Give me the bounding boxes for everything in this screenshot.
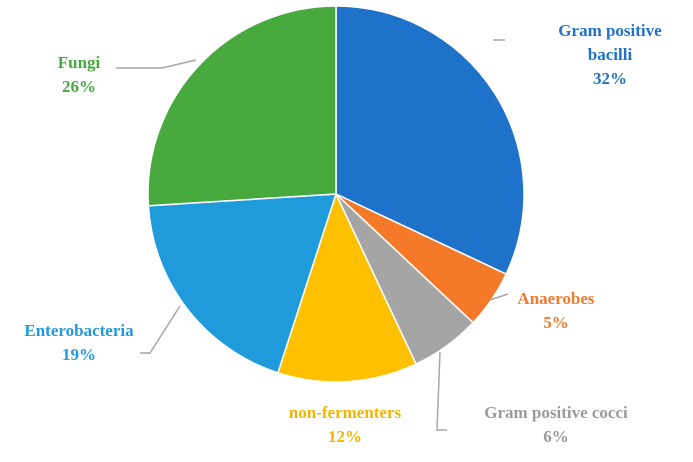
leader-line — [436, 351, 447, 431]
leader-line — [140, 305, 181, 354]
leader-line — [116, 59, 197, 69]
pie-slices — [147, 5, 525, 383]
slice-value-label: 6% — [543, 427, 569, 446]
leader-lines — [116, 39, 509, 431]
slice-label: Anaerobes 5% — [517, 289, 595, 332]
slice-value-label: 26% — [62, 77, 96, 96]
leader-line — [489, 293, 509, 301]
slice-name-label: non-fermenters — [289, 403, 402, 422]
slice-label: Gram positive cocci 6% — [484, 403, 628, 446]
pie-slice-non-fermenters — [276, 191, 418, 383]
slice-value-label: 12% — [328, 427, 362, 446]
pie-slice-fungi — [147, 5, 337, 207]
slice-labels: Gram positive bacilli 32% Anaerobes 5% Gram p… — [24, 21, 662, 446]
slice-name-label: Gram positive — [558, 21, 662, 40]
slice-label: Enterobacteria 19% — [24, 321, 134, 364]
slice-label: Fungi 26% — [58, 53, 101, 96]
slice-name-label: Fungi — [58, 53, 101, 72]
slice-name-label: Anaerobes — [517, 289, 595, 308]
slice-label: Gram positive bacilli 32% — [558, 21, 662, 88]
slice-value-label: 19% — [62, 345, 96, 364]
pie-slice-gram-positive-bacilli — [335, 5, 525, 276]
slice-name-label: Enterobacteria — [24, 321, 134, 340]
slice-value-label: 5% — [543, 313, 569, 332]
slice-label: non-fermenters 12% — [289, 403, 402, 446]
slice-name-label: Gram positive cocci — [484, 403, 628, 422]
slice-value-label: 32% — [593, 69, 627, 88]
pie-slice-enterobacteria — [147, 193, 338, 374]
slice-name-label: bacilli — [588, 45, 633, 64]
